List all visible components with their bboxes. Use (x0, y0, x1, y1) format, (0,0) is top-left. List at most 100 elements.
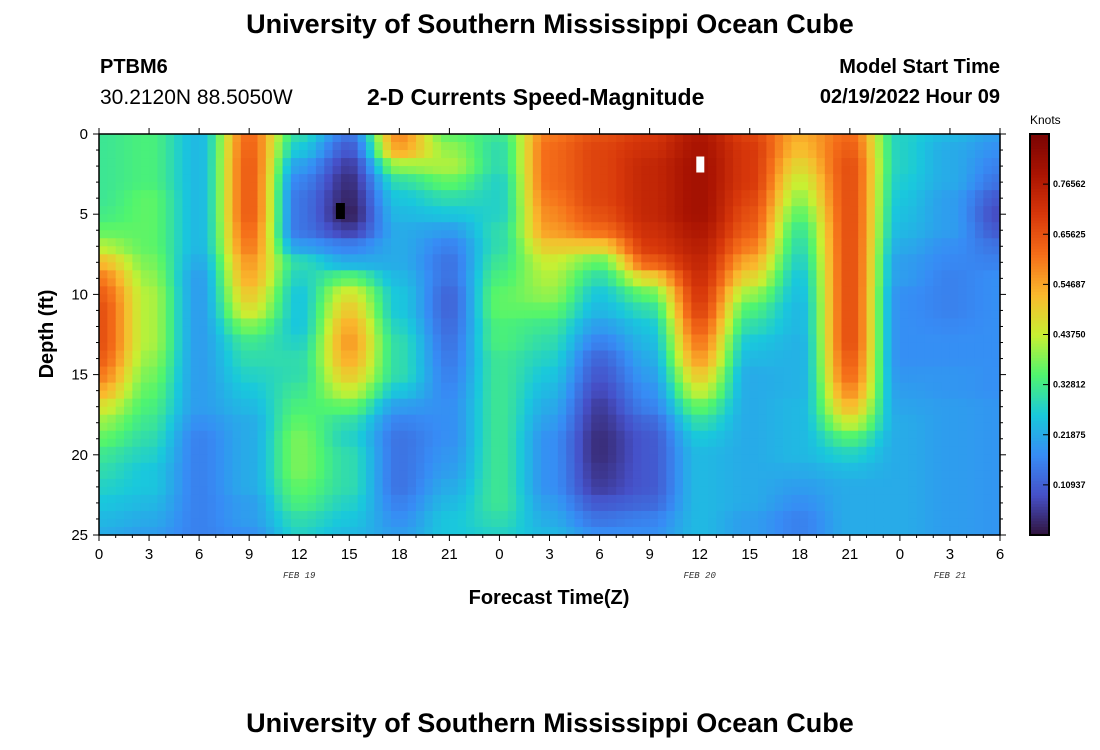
heatmap-cell (290, 206, 300, 215)
heatmap-cell (307, 390, 317, 400)
heatmap-cell (733, 470, 742, 480)
heatmap-cell (524, 262, 534, 271)
heatmap-cell (624, 382, 634, 392)
heatmap-cell (357, 430, 367, 440)
heatmap-cell (215, 174, 225, 183)
heatmap-cell (324, 294, 334, 304)
heatmap-cell (466, 438, 476, 448)
heatmap-cell (290, 294, 300, 304)
heatmap-cell (866, 422, 876, 432)
heatmap-cell (232, 174, 242, 183)
heatmap-cell (766, 470, 776, 480)
heatmap-cell (716, 230, 726, 239)
heatmap-cell (499, 382, 509, 392)
heatmap-cell (657, 318, 667, 328)
heatmap-cell (107, 454, 117, 464)
heatmap-cell (724, 350, 734, 360)
heatmap-cell (157, 374, 167, 384)
heatmap-cell (290, 318, 300, 328)
heatmap-cell (532, 158, 542, 167)
heatmap-cell (791, 398, 801, 408)
heatmap-cell (574, 390, 584, 400)
heatmap-cell (808, 462, 818, 472)
heatmap-cell (516, 230, 526, 239)
heatmap-cell (649, 230, 659, 239)
heatmap-cell (524, 198, 534, 207)
heatmap-cell (599, 174, 609, 183)
heatmap-cell (466, 134, 476, 143)
heatmap-cell (449, 270, 459, 279)
heatmap-cell (265, 142, 275, 151)
heatmap-cell (941, 390, 951, 400)
heatmap-cell (290, 158, 300, 167)
heatmap-cell (624, 438, 634, 448)
heatmap-cell (165, 334, 175, 344)
heatmap-cell (666, 206, 676, 215)
heatmap-cell (332, 254, 342, 263)
heatmap-cell (357, 334, 367, 344)
heatmap-cell (849, 166, 859, 175)
heatmap-cell (165, 286, 175, 295)
heatmap-cell (682, 166, 692, 175)
heatmap-cell (449, 478, 459, 488)
heatmap-cell (816, 422, 826, 432)
heatmap-cell (107, 390, 117, 400)
heatmap-cell (232, 318, 242, 328)
heatmap-cell (966, 478, 976, 488)
heatmap-cell (816, 214, 826, 223)
heatmap-cell (841, 166, 851, 175)
heatmap-cell (107, 182, 117, 191)
heatmap-cell (124, 438, 133, 448)
heatmap-cell (374, 486, 384, 496)
heatmap-cell (307, 462, 317, 472)
heatmap-cell (582, 158, 592, 167)
heatmap-cell (599, 438, 609, 448)
heatmap-cell (883, 262, 893, 271)
heatmap-cell (232, 478, 242, 488)
heatmap-cell (516, 494, 526, 504)
heatmap-cell (99, 166, 108, 175)
heatmap-cell (407, 278, 417, 287)
heatmap-cell (833, 494, 843, 504)
heatmap-cell (524, 134, 534, 143)
heatmap-cell (474, 302, 484, 312)
heatmap-cell (966, 318, 976, 328)
heatmap-cell (215, 286, 225, 295)
heatmap-cell (115, 254, 125, 263)
heatmap-cell (499, 310, 509, 320)
heatmap-cell (174, 246, 184, 255)
heatmap-cell (607, 462, 617, 472)
heatmap-cell (666, 238, 676, 247)
heatmap-cell (716, 462, 726, 472)
heatmap-cell (424, 166, 434, 175)
heatmap-cell (783, 294, 793, 304)
heatmap-cell (115, 158, 125, 167)
heatmap-cell (257, 390, 267, 400)
heatmap-cell (741, 198, 751, 207)
heatmap-cell (824, 462, 834, 472)
heatmap-cell (774, 478, 784, 488)
heatmap-cell (207, 358, 217, 368)
heatmap-cell (641, 142, 651, 151)
heatmap-cell (290, 150, 300, 159)
heatmap-cell (199, 398, 209, 408)
heatmap-cell (808, 222, 818, 231)
heatmap-cell (215, 494, 225, 504)
heatmap-cell (357, 198, 367, 207)
heatmap-cell (966, 294, 976, 304)
heatmap-cell (874, 438, 884, 448)
heatmap-cell (290, 342, 300, 352)
heatmap-cell (916, 382, 926, 392)
heatmap-cell (424, 310, 434, 320)
heatmap-cell (432, 478, 442, 488)
heatmap-cell (307, 246, 317, 255)
heatmap-cell (107, 190, 117, 199)
heatmap-cell (574, 382, 584, 392)
heatmap-cell (649, 254, 659, 263)
heatmap-cell (949, 190, 959, 199)
heatmap-cell (824, 382, 834, 392)
heatmap-cell (991, 310, 1001, 320)
heatmap-cell (799, 318, 809, 328)
heatmap-cell (924, 230, 934, 239)
heatmap-cell (607, 238, 617, 247)
